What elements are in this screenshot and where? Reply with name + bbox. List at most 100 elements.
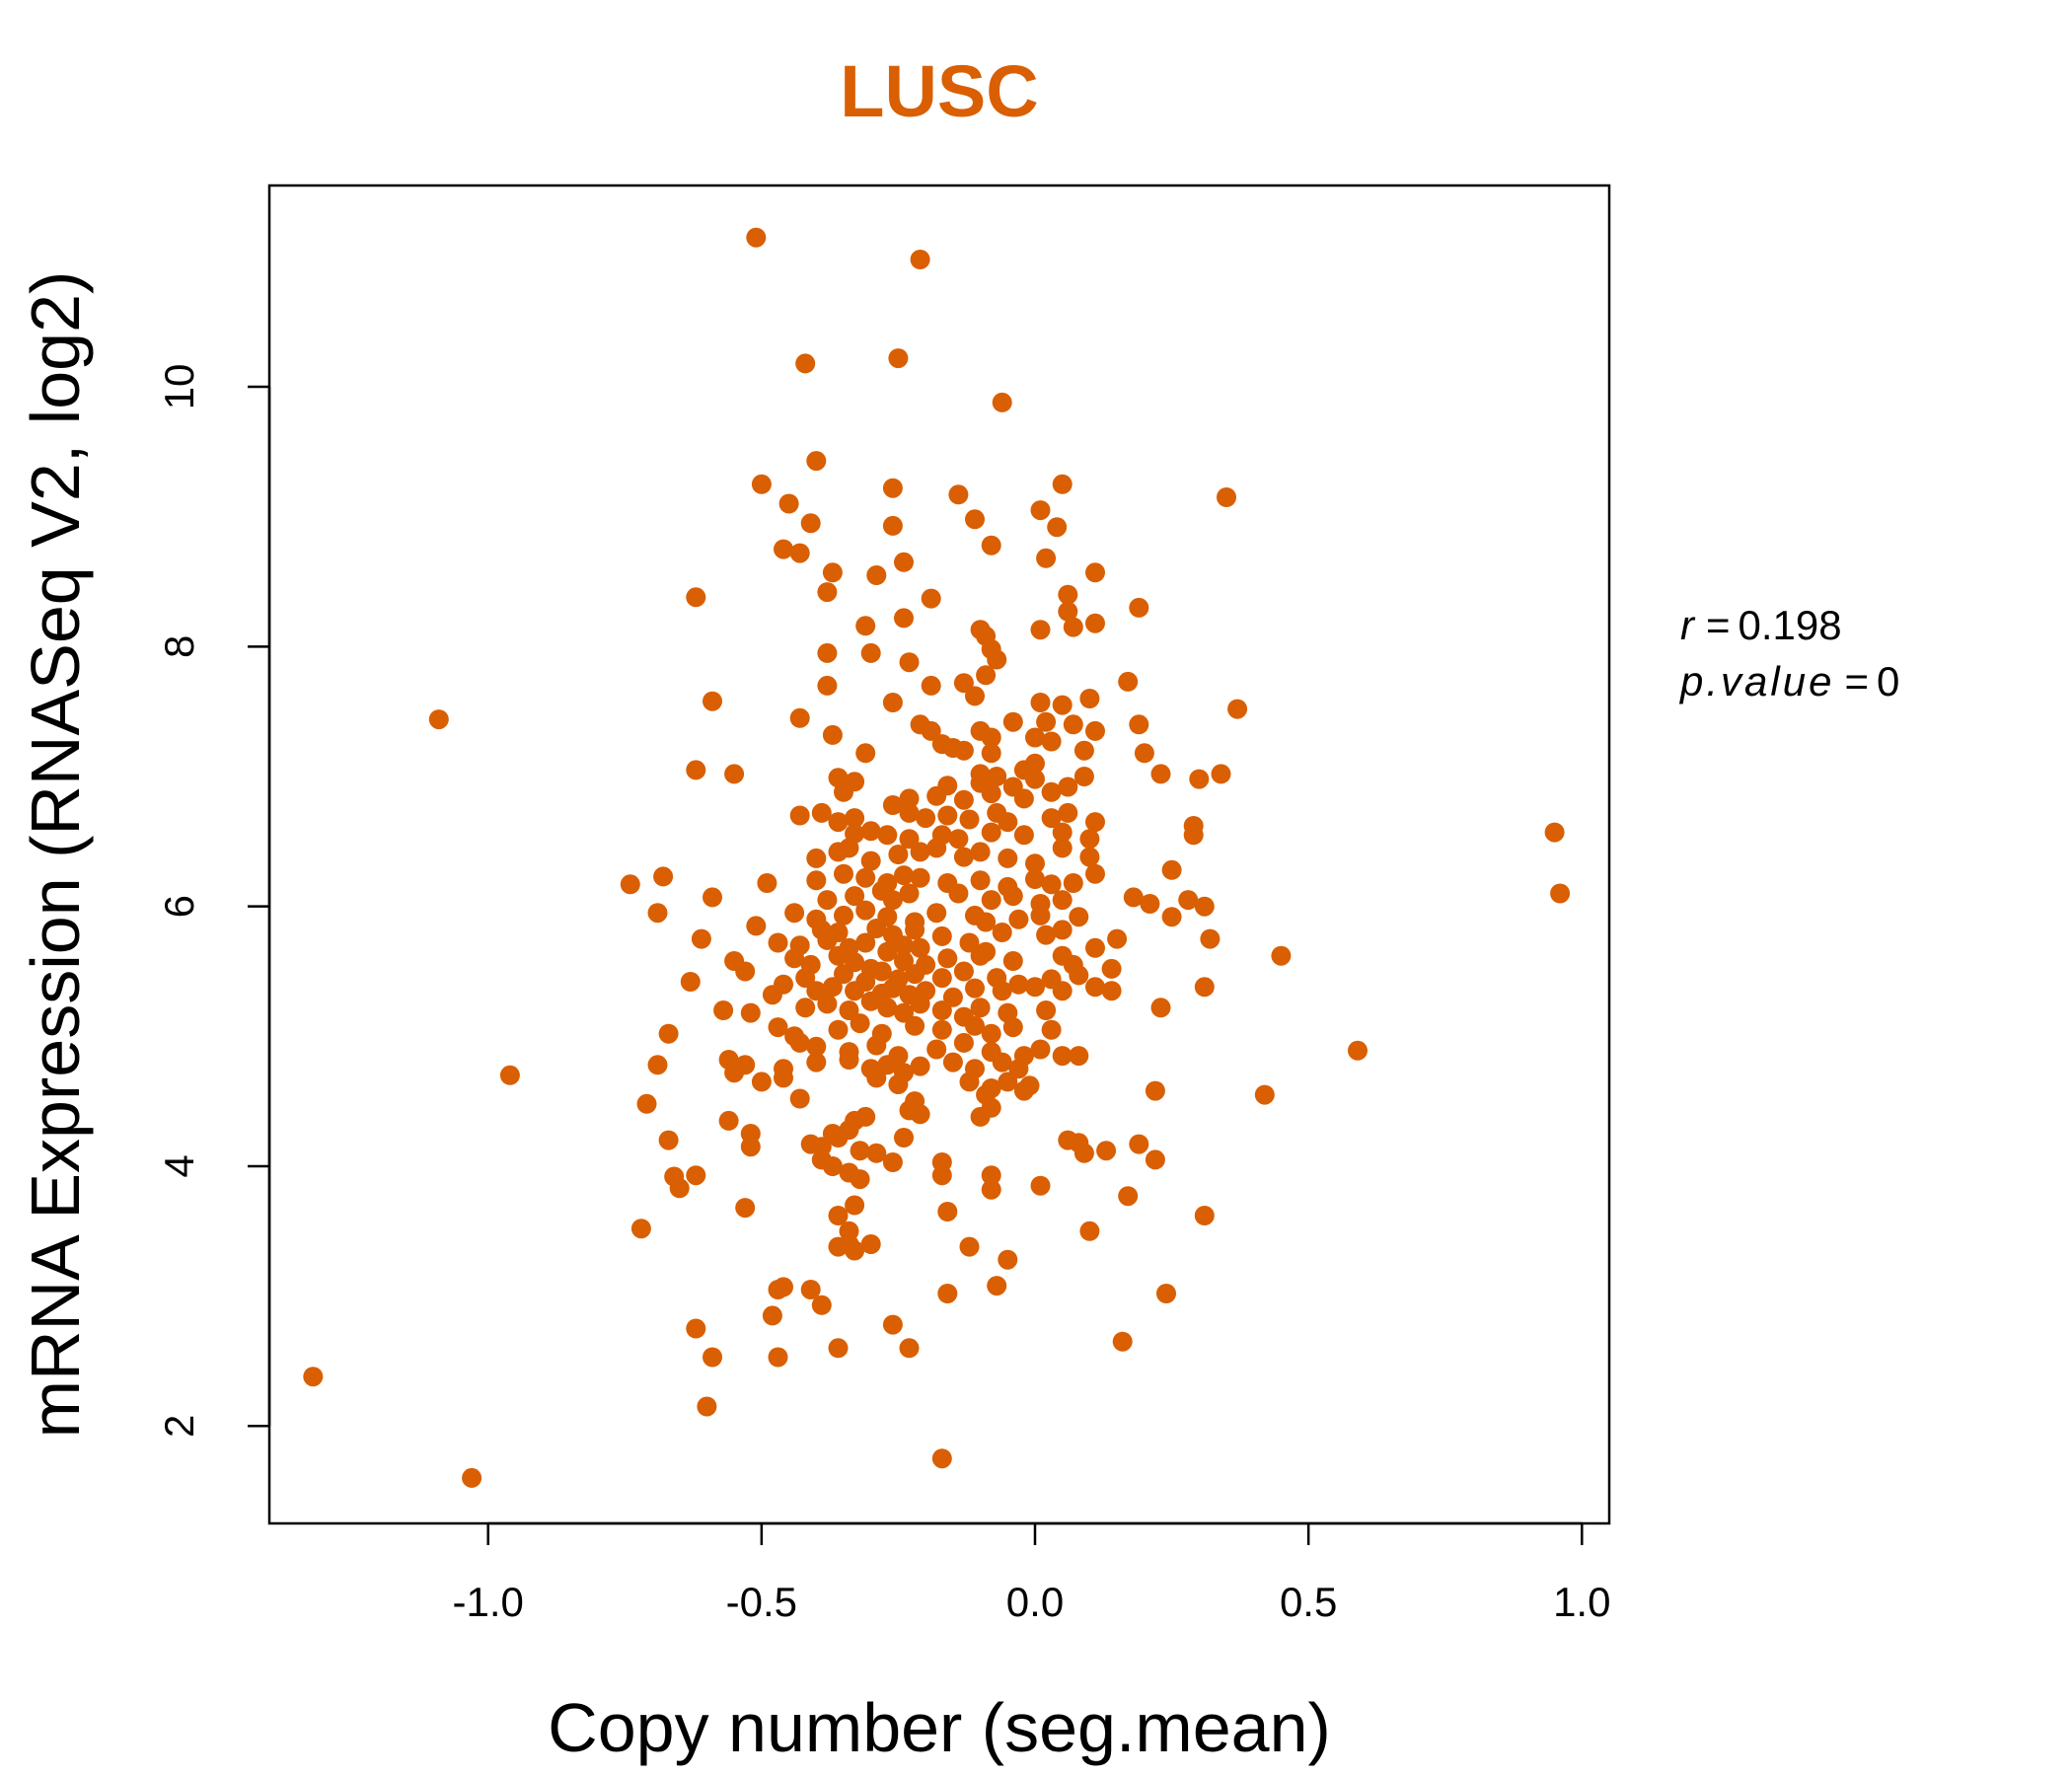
data-point-137 xyxy=(1025,853,1045,874)
data-point-51 xyxy=(1030,693,1051,712)
data-point-252 xyxy=(965,978,985,999)
data-point-154 xyxy=(1063,873,1083,893)
data-point-159 xyxy=(845,886,865,907)
data-point-381 xyxy=(774,1277,793,1297)
data-point-238 xyxy=(1069,965,1089,986)
data-point-162 xyxy=(899,883,920,904)
data-point-266 xyxy=(931,1000,952,1020)
data-point-290 xyxy=(953,1032,974,1053)
p-value-stat: p.value = 0 xyxy=(1678,658,1899,704)
data-point-176 xyxy=(834,905,853,925)
data-point-25 xyxy=(817,582,838,603)
data-point-210 xyxy=(1200,928,1221,949)
p-value-equals: = xyxy=(1844,658,1869,704)
data-point-349 xyxy=(1096,1141,1117,1161)
data-point-313 xyxy=(751,1072,772,1092)
data-point-214 xyxy=(828,945,849,966)
data-point-344 xyxy=(850,1141,870,1161)
data-point-172 xyxy=(1550,883,1571,904)
data-point-262 xyxy=(860,991,881,1011)
data-point-14 xyxy=(965,509,985,530)
data-point-107 xyxy=(937,805,958,826)
data-point-246 xyxy=(845,981,865,1001)
data-point-324 xyxy=(1013,1080,1034,1101)
y-tick-label-0: 2 xyxy=(156,1415,202,1438)
data-point-239 xyxy=(1085,977,1105,998)
data-point-253 xyxy=(992,981,1012,1001)
data-point-367 xyxy=(845,1195,865,1216)
data-point-387 xyxy=(762,1305,782,1326)
data-point-254 xyxy=(1025,977,1045,998)
data-point-19 xyxy=(789,543,810,563)
data-point-197 xyxy=(1107,928,1128,949)
data-point-220 xyxy=(970,945,991,966)
data-point-49 xyxy=(882,693,903,712)
data-point-193 xyxy=(931,925,952,946)
data-point-21 xyxy=(1036,548,1057,568)
data-point-150 xyxy=(970,870,991,891)
data-point-207 xyxy=(959,932,980,953)
data-point-265 xyxy=(910,994,930,1014)
data-point-89 xyxy=(1073,767,1094,786)
data-point-134 xyxy=(953,847,974,867)
data-point-55 xyxy=(428,709,449,730)
data-point-17 xyxy=(981,535,1001,555)
data-point-104 xyxy=(845,808,865,829)
data-point-350 xyxy=(1129,1134,1149,1154)
data-point-209 xyxy=(1085,937,1105,958)
data-point-75 xyxy=(1134,743,1154,764)
data-point-164 xyxy=(981,890,1001,911)
data-point-375 xyxy=(828,1236,849,1257)
data-point-135 xyxy=(970,842,991,862)
data-point-61 xyxy=(1036,711,1057,732)
data-point-116 xyxy=(860,821,881,842)
data-point-1 xyxy=(910,250,930,269)
data-point-278 xyxy=(905,1015,925,1036)
data-point-73 xyxy=(981,743,1001,764)
data-point-225 xyxy=(1271,945,1292,966)
data-point-392 xyxy=(899,1338,920,1359)
data-point-71 xyxy=(1041,731,1062,752)
data-point-122 xyxy=(1013,825,1034,846)
data-point-133 xyxy=(926,838,947,858)
data-point-255 xyxy=(1052,981,1073,1001)
data-point-6 xyxy=(751,474,772,494)
data-point-306 xyxy=(910,1056,930,1076)
data-point-34 xyxy=(1030,620,1051,640)
data-point-337 xyxy=(839,1120,859,1141)
data-point-196 xyxy=(1052,920,1073,940)
data-point-245 xyxy=(822,977,843,998)
data-point-121 xyxy=(981,822,1001,843)
data-point-111 xyxy=(1041,808,1062,829)
data-point-390 xyxy=(1112,1331,1133,1352)
data-point-258 xyxy=(740,1002,761,1023)
data-point-396 xyxy=(303,1367,324,1387)
data-point-100 xyxy=(1041,781,1062,802)
data-point-31 xyxy=(855,616,876,636)
data-point-260 xyxy=(817,994,838,1014)
data-point-275 xyxy=(828,1019,849,1040)
data-point-56 xyxy=(789,707,810,728)
data-point-74 xyxy=(1073,740,1094,761)
data-point-131 xyxy=(888,845,909,864)
data-point-327 xyxy=(636,1093,657,1114)
data-point-83 xyxy=(987,767,1007,786)
data-point-13 xyxy=(882,515,903,536)
data-point-27 xyxy=(921,588,941,609)
data-point-395 xyxy=(697,1396,717,1417)
data-point-345 xyxy=(866,1143,887,1163)
data-point-54 xyxy=(1227,699,1248,719)
data-point-63 xyxy=(1085,720,1105,741)
data-point-118 xyxy=(899,829,920,850)
data-point-139 xyxy=(1079,847,1100,867)
data-point-281 xyxy=(981,1023,1001,1044)
y-tick-label-2: 6 xyxy=(156,895,202,918)
data-point-226 xyxy=(735,961,756,982)
data-point-29 xyxy=(1058,601,1078,622)
data-point-156 xyxy=(757,873,777,893)
points-layer xyxy=(303,227,1571,1488)
data-point-256 xyxy=(762,985,782,1005)
data-point-293 xyxy=(1030,1039,1051,1060)
data-point-48 xyxy=(703,691,722,711)
chart-title: LUSC xyxy=(840,50,1038,132)
